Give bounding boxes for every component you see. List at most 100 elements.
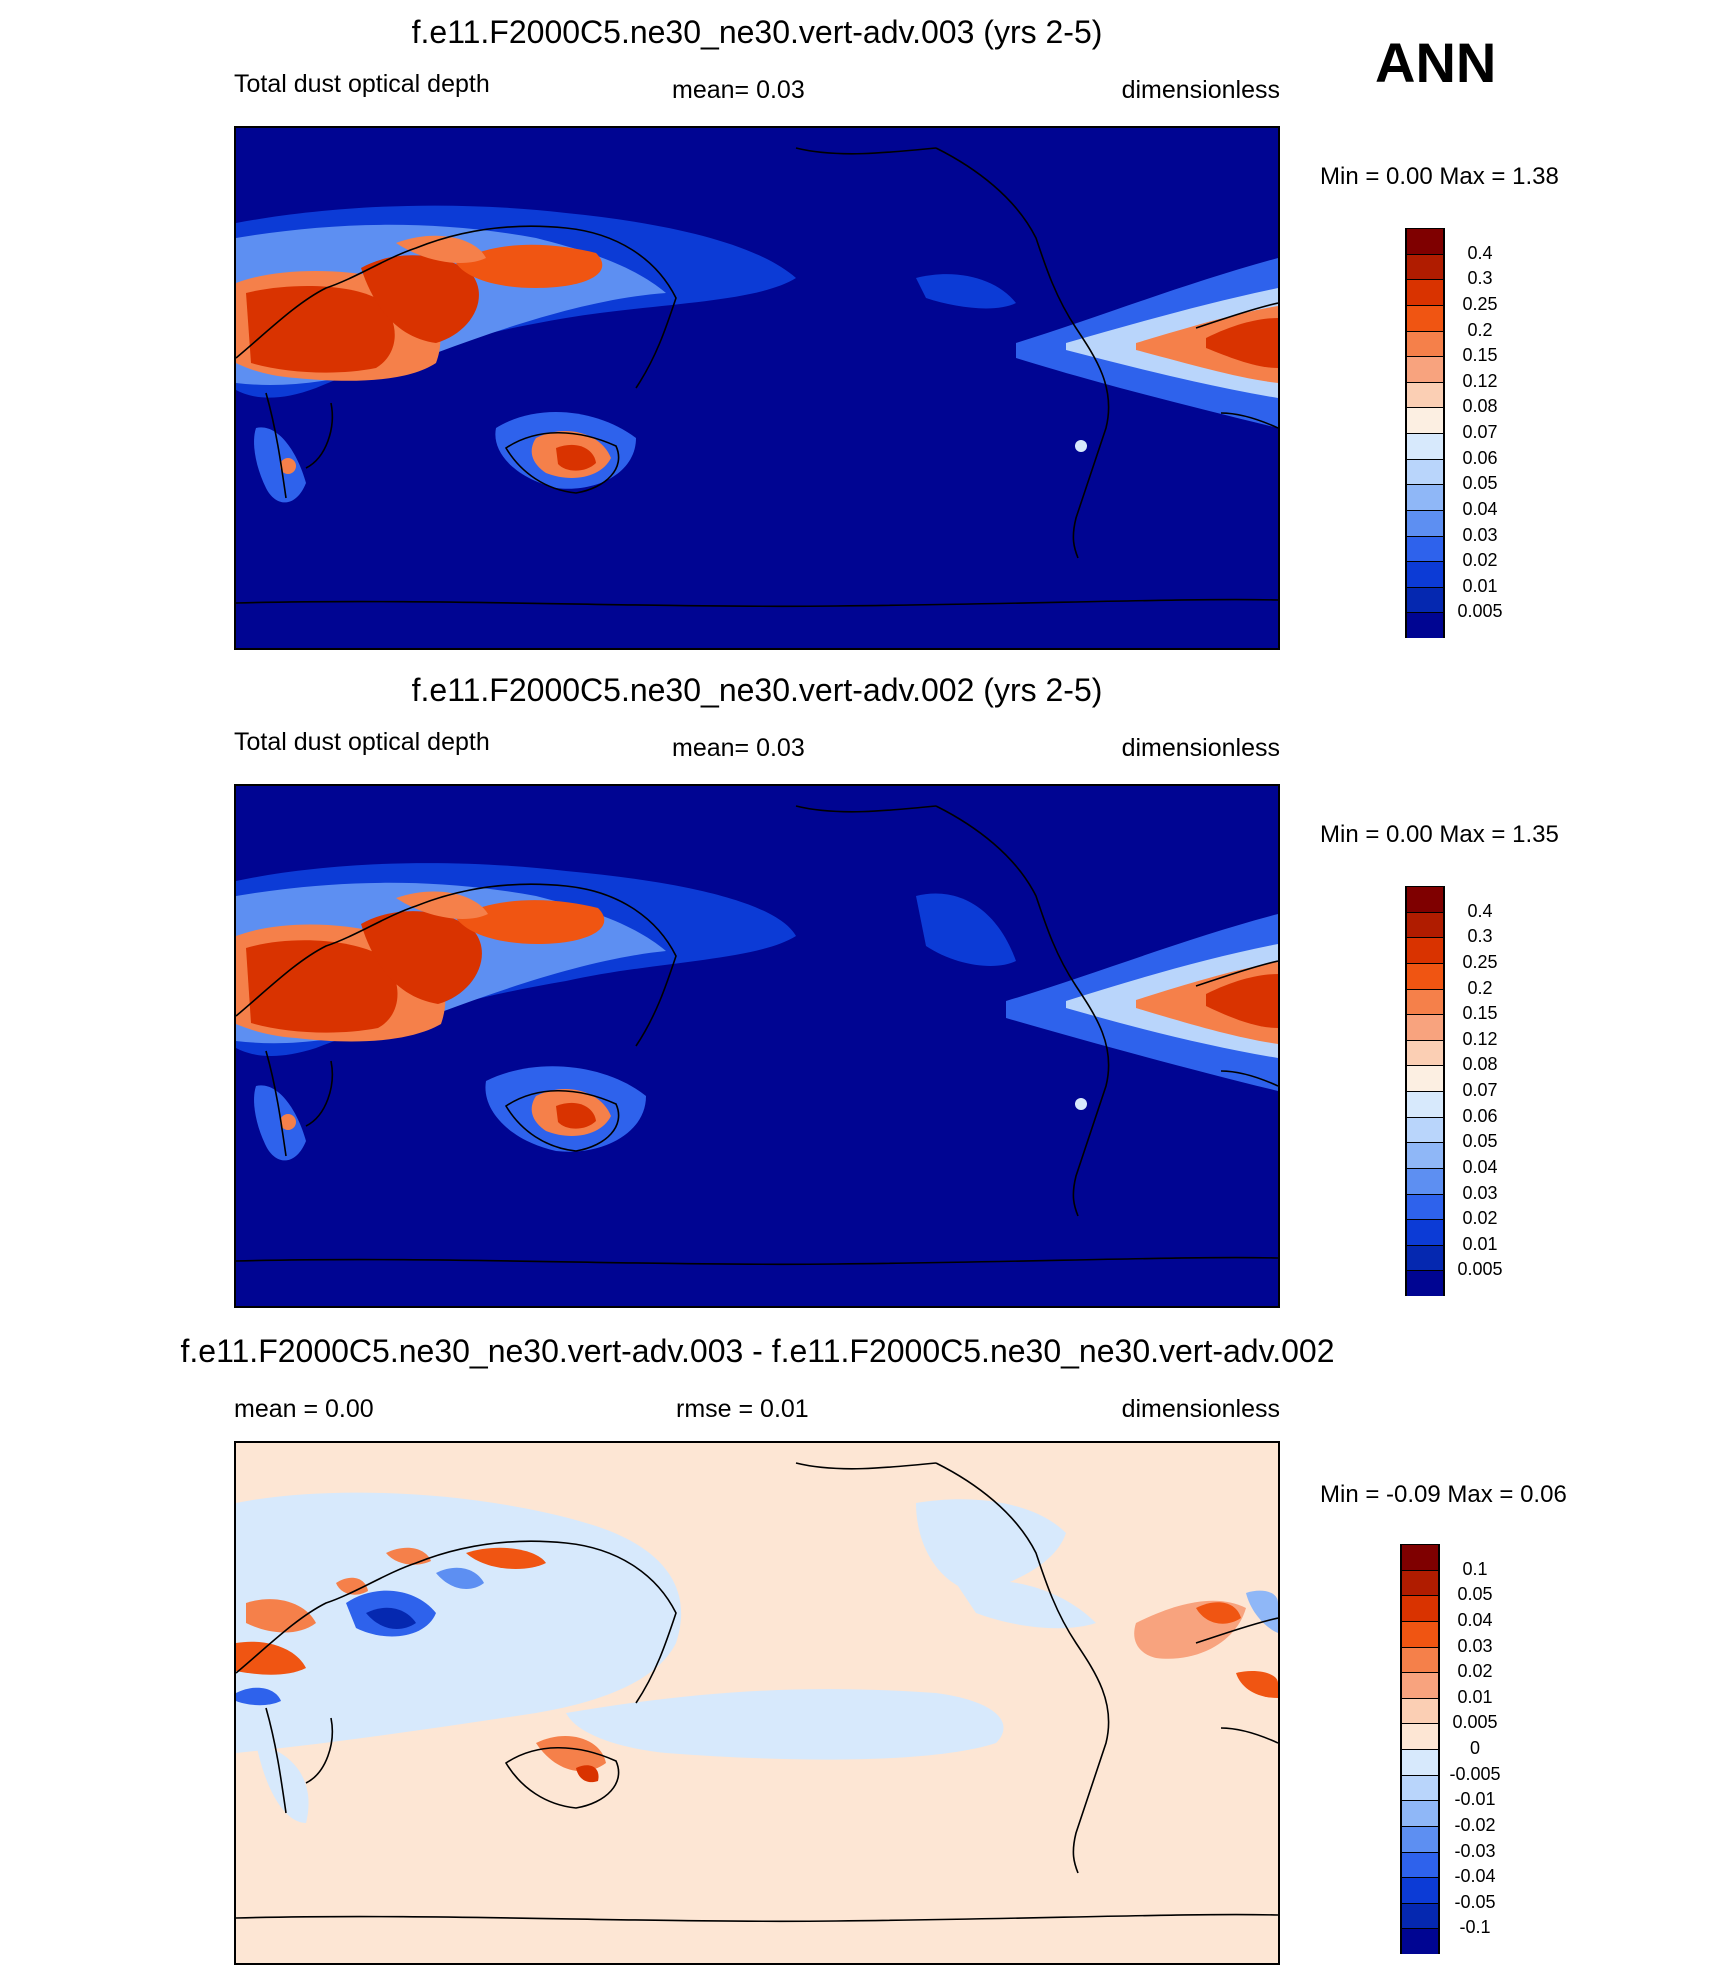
panel-1-colorbar-swatch <box>1405 228 1445 254</box>
panel-3-neg-band-pacific <box>566 1689 1004 1760</box>
panel-2-colorbar-swatch <box>1405 1116 1445 1143</box>
panel-1-colorbar-label: 0.005 <box>1457 601 1503 622</box>
panel-2-colorbar-swatch <box>1405 1039 1445 1066</box>
panel-3-colorbar-swatch <box>1400 1646 1440 1673</box>
panel-1-colorbar-label: 0.4 <box>1467 242 1493 263</box>
panel-3-colorbar-label: -0.1 <box>1459 1917 1491 1938</box>
panel-2-central-asia <box>396 891 488 919</box>
panel-2-map <box>234 784 1280 1308</box>
panel-3-pos-north-africa <box>246 1599 316 1633</box>
panel-1-australia-core <box>556 444 596 471</box>
panel-2-colorbar-label: 0.4 <box>1467 900 1493 921</box>
panel-1-colorbar-label: 0.12 <box>1462 370 1498 391</box>
panel-2-colorbar-label: 0.07 <box>1462 1080 1498 1100</box>
panel-3-neg-band-america <box>916 1499 1066 1593</box>
panel-2-title: f.e11.F2000C5.ne30_ne30.vert-adv.002 (yr… <box>411 672 1103 708</box>
panel-2-taklamakan <box>456 900 605 944</box>
panel-3-colorbar-label: -0.005 <box>1449 1763 1501 1784</box>
panel-1-colorbar-swatch <box>1405 586 1445 613</box>
panel-3-colorbar-label: 0 <box>1469 1738 1480 1758</box>
panel-3-colorbar-swatch <box>1400 1672 1440 1698</box>
panel-3-minmax: Min = -0.09 Max = 0.06 <box>1320 1481 1567 1508</box>
panel-1-colorbar-swatch <box>1405 279 1445 305</box>
panel-2-colorbar-swatch <box>1405 886 1445 912</box>
panel-1-central-asia <box>396 235 486 263</box>
panel-1-kalahari-spot <box>280 458 296 474</box>
panel-2-colorbar-swatch <box>1405 1167 1445 1194</box>
panel-2-colorbar-swatch <box>1405 1142 1445 1168</box>
panel-1-mean: mean= 0.03 <box>672 76 805 104</box>
panel-1-colorbar-label: 0.06 <box>1462 447 1498 468</box>
panel-2-colorbar-swatch <box>1405 1091 1445 1117</box>
panel-3-neg-atlantic-east <box>1246 1590 1278 1633</box>
panel-3-colorbar-label: -0.03 <box>1454 1840 1496 1861</box>
panel-3-colorbar-label: -0.04 <box>1454 1866 1496 1887</box>
panel-2-americas-haze <box>916 893 1016 966</box>
panel-1-americas-haze <box>916 274 1016 309</box>
panel-3-units: dimensionless <box>1121 1395 1280 1423</box>
panel-1-atacama-spot <box>1075 440 1087 452</box>
panel-3-colorbar-label: -0.02 <box>1454 1814 1496 1835</box>
panel-3-colorbar-label: -0.05 <box>1454 1891 1496 1912</box>
panel-2-colorbar-swatch <box>1405 1014 1445 1040</box>
panel-1-colorbar-label: 0.25 <box>1462 293 1498 314</box>
panel-1-colorbar-label: 0.08 <box>1462 396 1498 417</box>
panel-2-colorbar-swatch <box>1405 962 1445 989</box>
panel-2-colorbar-label: 0.15 <box>1462 1003 1498 1024</box>
panel-2-arabia-core <box>361 911 482 1004</box>
panel-2-australia-core <box>556 1102 596 1129</box>
panel-2-colorbar-swatch <box>1405 1270 1445 1296</box>
panel-3-colorbar-swatch <box>1400 1569 1440 1596</box>
panel-2-colorbar-swatch <box>1405 1244 1445 1271</box>
panel-2-colorbar-swatch <box>1405 1219 1445 1245</box>
panel-2-colorbar-label: 0.05 <box>1462 1131 1498 1152</box>
panel-1-colorbar-label: 0.02 <box>1462 550 1498 571</box>
panel-1-colorbar-swatch <box>1405 458 1445 485</box>
panel-1-units: dimensionless <box>1121 76 1280 104</box>
panel-3-colorbar-label: 0.03 <box>1457 1635 1493 1656</box>
panel-3-neg-iran <box>436 1567 484 1589</box>
panel-2-colorbar-label: 0.06 <box>1462 1105 1498 1126</box>
panel-1-colorbar-swatch <box>1405 612 1445 638</box>
panel-1-colorbar-swatch <box>1405 381 1445 408</box>
panel-1-colorbar-swatch <box>1405 356 1445 382</box>
panel-1-sahara-core <box>246 286 395 373</box>
panel-2-colorbar-label: 0.04 <box>1462 1156 1498 1177</box>
panel-1-colorbar-label: 0.05 <box>1462 473 1498 494</box>
panel-1-colorbar-swatch <box>1405 561 1445 587</box>
panel-2-colorbar-label: 0.03 <box>1462 1182 1498 1203</box>
panel-2-sahara-core <box>246 940 398 1033</box>
panel-2-mean: mean= 0.03 <box>672 734 805 762</box>
panel-1-arabia-core <box>361 255 479 343</box>
panel-1-colorbar-swatch <box>1405 304 1445 331</box>
panel-3-title: f.e11.F2000C5.ne30_ne30.vert-adv.003 - f… <box>180 1333 1335 1369</box>
panel-3-rmse: rmse = 0.01 <box>676 1395 809 1423</box>
panel-2-colorbar-label: 0.2 <box>1467 977 1493 998</box>
panel-1-atlantic-core <box>1206 318 1278 368</box>
panel-2-colorbar-label: 0.02 <box>1462 1208 1498 1229</box>
panel-3-colorbar-swatch <box>1400 1902 1440 1929</box>
panel-3-colorbar-swatch <box>1400 1800 1440 1826</box>
panel-3-pos-middle-east <box>336 1577 368 1595</box>
panel-1-colorbar-label: 0.04 <box>1462 498 1498 519</box>
panel-1-colorbar-swatch <box>1405 253 1445 280</box>
panel-2-colorbar-label: 0.005 <box>1457 1259 1503 1280</box>
panel-2-atacama-spot <box>1075 1098 1087 1110</box>
panel-1-colorbar-label: 0.3 <box>1467 268 1493 289</box>
panel-2-south-africa-haze <box>254 1085 306 1161</box>
panel-2-colorbar-label: 0.08 <box>1462 1054 1498 1075</box>
panel-3-colorbar-swatch <box>1400 1851 1440 1878</box>
panel-3-pos-caspian <box>386 1547 431 1565</box>
panel-3-colorbar-label: 0.05 <box>1457 1584 1493 1605</box>
panel-1-minmax: Min = 0.00 Max = 1.38 <box>1320 163 1559 190</box>
panel-1-colorbar-label: 0.15 <box>1462 345 1498 366</box>
panel-2-colorbar-swatch <box>1405 937 1445 963</box>
panel-3-colorbar-label: 0.01 <box>1457 1686 1493 1707</box>
panel-1-colorbar-label: 0.07 <box>1462 422 1498 442</box>
panel-1-variable: Total dust optical depth <box>234 70 490 98</box>
panel-3-colorbar: 0.1 0.05 0.04 0.03 0.02 0.01 0.005 0 -0.005 -0.01… <box>1400 1544 1540 1954</box>
panel-2-colorbar-swatch <box>1405 1193 1445 1220</box>
panel-3-pos-atlantic-core <box>1196 1602 1241 1624</box>
panel-1-colorbar-swatch <box>1405 535 1445 562</box>
panel-3-colorbar-swatch <box>1400 1877 1440 1903</box>
